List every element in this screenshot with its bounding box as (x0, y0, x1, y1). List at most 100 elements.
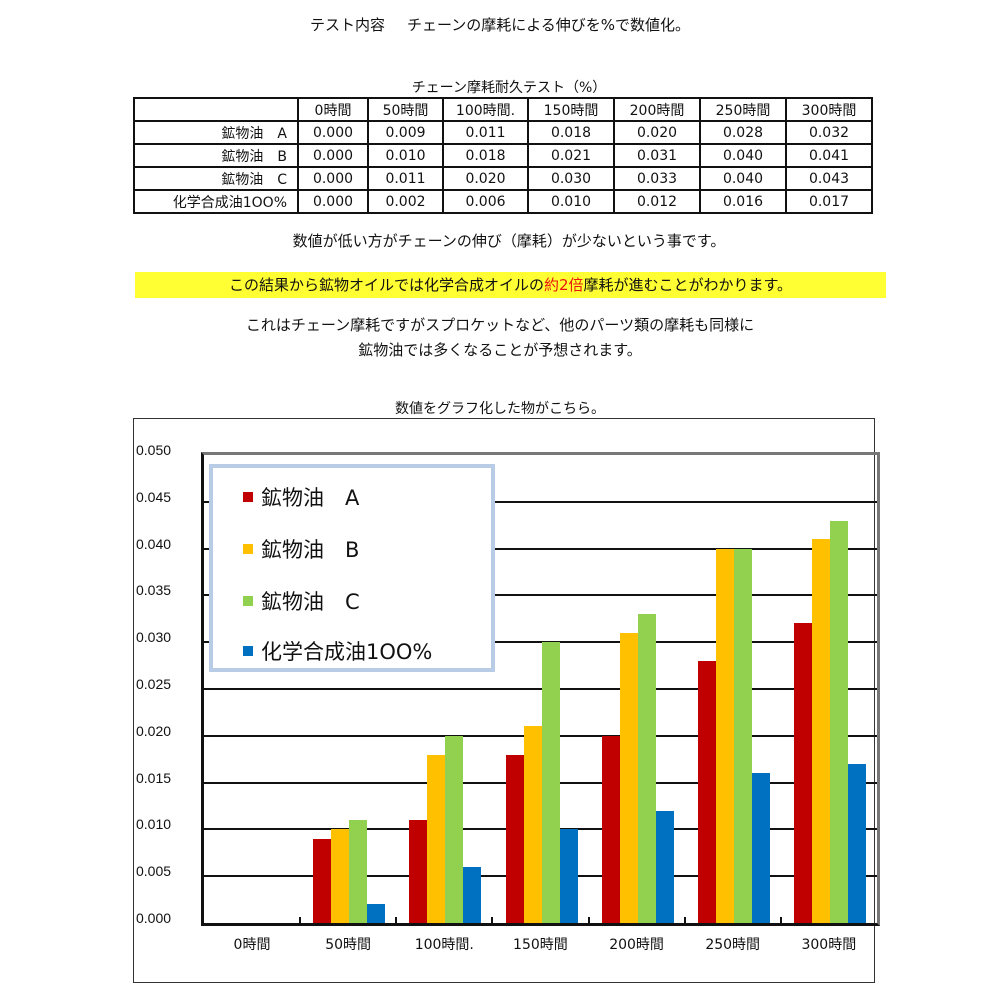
category-tick (395, 917, 398, 923)
corner-cell (133, 97, 299, 122)
table-cell: 0.028 (699, 120, 787, 145)
legend-label: 鉱物油 B (261, 538, 360, 562)
wear-test-table: 0時間 50時間 100時間. 150時間 200時間 250時間 300時間 … (133, 97, 873, 214)
bar (811, 539, 830, 923)
table-row: 鉱物油 C 0.000 0.011 0.020 0.030 0.033 0.04… (133, 166, 873, 191)
table-cell: 0.032 (785, 120, 873, 145)
explanation-line-2: 鉱物油では多くなることが予想されます。 (358, 341, 642, 359)
table-cell: 0.016 (699, 189, 787, 214)
heading-label: テスト内容 (309, 16, 385, 34)
bar (463, 866, 482, 923)
legend-swatch-icon (243, 544, 253, 554)
table-cell: 0.020 (442, 166, 529, 191)
table-note: 数値が低い方がチェーンの伸び（摩耗）が少ないという事です。 (292, 232, 726, 250)
legend-item: 鉱物油 A (243, 482, 359, 512)
chart-frame (133, 418, 875, 983)
legend-swatch-icon (243, 492, 253, 502)
y-tick-label: 0.015 (136, 769, 172, 786)
heading-text: チェーンの摩耗による伸びを%で数値化。 (406, 16, 691, 34)
y-tick-label: 0.045 (136, 488, 172, 505)
x-tick-label: 100時間. (414, 937, 474, 953)
page-heading: テスト内容 チェーンの摩耗による伸びを%で数値化。 (0, 14, 1000, 35)
legend-swatch-icon (243, 596, 253, 606)
table-cell: 0.011 (367, 166, 444, 191)
x-tick-label: 150時間 (513, 937, 568, 953)
bar (697, 660, 716, 923)
legend-swatch-icon (243, 646, 253, 656)
x-tick-label: 250時間 (705, 937, 761, 953)
bar (847, 763, 866, 923)
explanation-paragraph: これはチェーン摩耗ですがスプロケットなど、他のパーツ類の摩耗も同様に 鉱物油では… (0, 313, 1000, 363)
bar (637, 614, 656, 923)
legend-label: 鉱物油 C (261, 590, 360, 614)
table-cell: 0.000 (297, 166, 369, 191)
table-cell: 0.011 (442, 120, 529, 145)
bar (793, 623, 812, 923)
bar (601, 735, 620, 923)
legend-item: 鉱物油 B (243, 534, 359, 564)
legend-label: 化学合成油1OO% (261, 640, 433, 664)
table-row: 鉱物油 A 0.000 0.009 0.011 0.018 0.020 0.02… (133, 120, 873, 145)
legend-item: 化学合成油1OO% (243, 636, 432, 666)
gridline (204, 688, 877, 690)
column-header: 200時間 (613, 97, 701, 122)
table-cell: 0.000 (297, 189, 369, 214)
table-cell: 0.031 (613, 143, 701, 168)
x-tick-label: 50時間 (325, 937, 372, 953)
y-tick-label: 0.010 (136, 816, 172, 833)
conclusion-text-before: この結果から鉱物オイルでは化学合成オイルの (228, 276, 544, 294)
table-cell: 0.043 (785, 166, 873, 191)
bar (313, 838, 332, 923)
category-tick (587, 917, 590, 923)
category-tick (683, 917, 686, 923)
y-tick-label: 0.000 (136, 910, 172, 926)
bar (523, 726, 542, 923)
chart-caption: 数値をグラフ化した物がこちら。 (395, 401, 605, 417)
y-tick-label: 0.035 (136, 582, 172, 599)
category-tick (779, 917, 782, 923)
gridline (204, 500, 877, 503)
table-cell: 0.033 (613, 166, 701, 191)
y-tick-label: 0.040 (136, 535, 172, 552)
column-header: 300時間 (785, 97, 873, 122)
y-tick-label: 0.005 (136, 863, 172, 880)
table-cell: 0.040 (699, 166, 787, 191)
table-cell: 0.010 (527, 189, 615, 214)
category-tick (299, 917, 302, 923)
bar (559, 829, 578, 923)
table-header-row: 0時間 50時間 100時間. 150時間 200時間 250時間 300時間 (133, 97, 873, 122)
column-header: 0時間 (297, 97, 369, 122)
row-label: 鉱物油 A (133, 120, 299, 145)
table-cell: 0.006 (442, 189, 529, 214)
y-tick-label: 0.030 (136, 629, 172, 646)
table-row: 化学合成油1OO% 0.000 0.002 0.006 0.010 0.012 … (133, 189, 873, 214)
bar (733, 548, 752, 923)
table-title: チェーン摩耗耐久テスト（%） (411, 80, 607, 96)
conclusion-text-after: 摩耗が進むことがわかります。 (583, 276, 793, 294)
table-cell: 0.012 (613, 189, 701, 214)
bar (505, 754, 524, 923)
table-cell: 0.018 (442, 143, 529, 168)
conclusion-banner: この結果から鉱物オイルでは化学合成オイルの約2倍摩耗が進むことがわかります。 (135, 272, 886, 298)
row-label: 化学合成油1OO% (133, 189, 299, 214)
column-header: 150時間 (527, 97, 615, 122)
chart-legend: 鉱物油 A 鉱物油 B 鉱物油 C 化学合成油1OO% (209, 464, 495, 672)
table-cell: 0.021 (527, 143, 615, 168)
column-header: 250時間 (699, 97, 787, 122)
table-cell: 0.041 (785, 143, 873, 168)
gridline (204, 641, 877, 644)
plot-area (201, 452, 880, 926)
explanation-line-1: これはチェーン摩耗ですがスプロケットなど、他のパーツ類の摩耗も同様に (245, 316, 755, 334)
row-label: 鉱物油 B (133, 143, 299, 168)
column-header: 100時間. (442, 97, 529, 122)
table-row: 鉱物油 B 0.000 0.010 0.018 0.021 0.031 0.04… (133, 143, 873, 168)
table-cell: 0.030 (527, 166, 615, 191)
table-cell: 0.000 (297, 143, 369, 168)
table-cell: 0.000 (297, 120, 369, 145)
table-cell: 0.017 (785, 189, 873, 214)
bar (367, 904, 386, 923)
x-tick-label: 0時間 (233, 937, 271, 953)
bar (751, 773, 770, 923)
bar (619, 632, 638, 923)
gridline (204, 547, 877, 550)
